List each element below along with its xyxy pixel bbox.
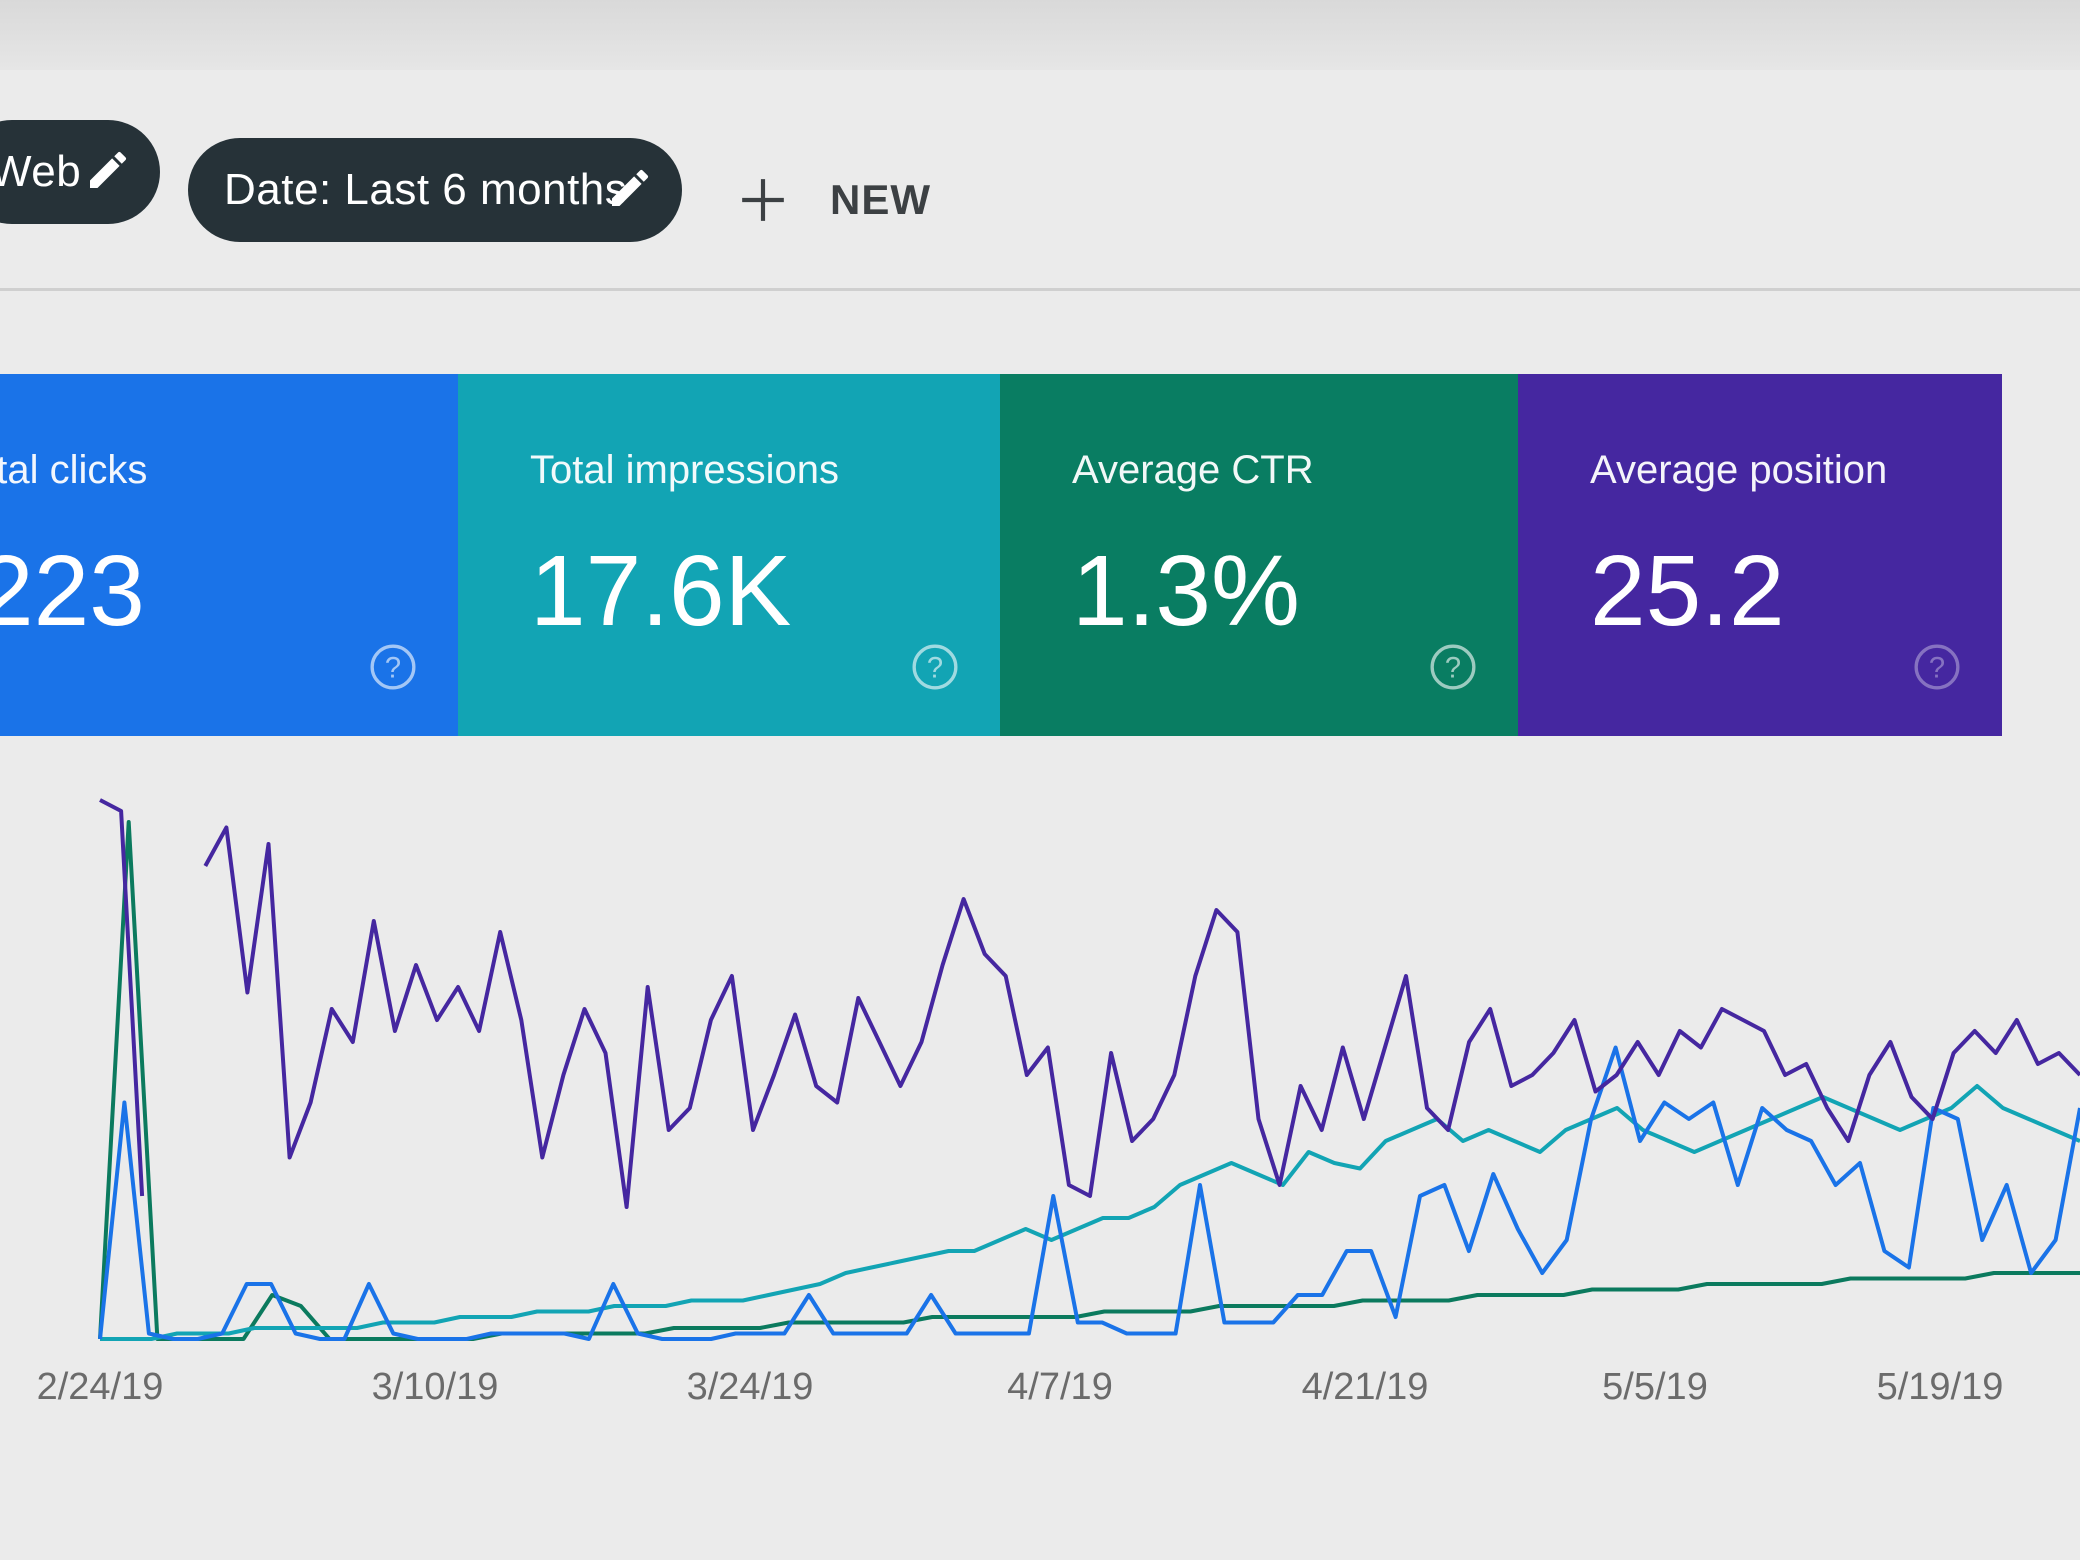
metric-card-total-impressions[interactable]: Total impressions 17.6K ?: [458, 374, 1000, 736]
performance-chart: 2/24/19 3/10/19 3/24/19 4/7/19 4/21/19 5/5/19…: [0, 760, 2080, 1520]
metric-cards: otal clicks 223 ? Total impressions 17.6…: [0, 374, 2002, 736]
series-line-2: [100, 1084, 2080, 1341]
date-chip-label: Date: Last 6 months: [224, 165, 628, 214]
metric-value: 1.3%: [1072, 535, 1300, 647]
metric-card-average-ctr[interactable]: Average CTR 1.3% ?: [1000, 374, 1518, 736]
metric-card-total-clicks[interactable]: otal clicks 223 ?: [0, 374, 458, 736]
question-circle-icon[interactable]: ?: [910, 642, 960, 692]
date-filter-chip[interactable]: Date: Last 6 months: [188, 138, 682, 242]
metric-label: Average position: [1590, 448, 1888, 492]
metric-label: Average CTR: [1072, 448, 1314, 492]
metric-label: otal clicks: [0, 448, 148, 492]
metric-value: 17.6K: [530, 535, 792, 647]
x-tick-label: 2/24/19: [36, 1366, 164, 1408]
new-filter-button[interactable]: NEW: [738, 160, 931, 240]
x-tick-label: 4/21/19: [1301, 1366, 1429, 1408]
x-tick-label: 3/24/19: [686, 1366, 814, 1408]
metric-card-average-position[interactable]: Average position 25.2 ?: [1518, 374, 2002, 736]
svg-text:?: ?: [1445, 652, 1461, 684]
filter-toolbar: Web Date: Last 6 months NEW: [0, 110, 2080, 250]
x-tick-label: 5/5/19: [1602, 1366, 1708, 1408]
search-type-filter-chip[interactable]: Web: [0, 120, 160, 224]
svg-text:?: ?: [385, 652, 401, 684]
search-type-chip-label: Web: [0, 147, 82, 196]
new-button-label: NEW: [830, 176, 931, 223]
series-line-0: [99, 798, 2080, 1209]
svg-text:?: ?: [927, 652, 943, 684]
screen-bezel-top: [0, 0, 2080, 70]
performance-line-chart: [98, 798, 2080, 1341]
metric-value: 25.2: [1590, 535, 1785, 647]
question-circle-icon[interactable]: ?: [368, 642, 418, 692]
series-line-1: [98, 1045, 2080, 1341]
question-circle-icon[interactable]: ?: [1428, 642, 1478, 692]
series-line-3: [98, 820, 2080, 1341]
x-tick-label: 4/7/19: [1007, 1366, 1113, 1408]
question-circle-icon[interactable]: ?: [1912, 642, 1962, 692]
metric-value: 223: [0, 535, 145, 647]
x-tick-label: 5/19/19: [1876, 1366, 2004, 1408]
plus-icon: [742, 179, 784, 221]
pencil-icon[interactable]: [84, 146, 132, 194]
metric-label: Total impressions: [530, 448, 840, 492]
toolbar-divider: [0, 288, 2080, 291]
pencil-icon[interactable]: [606, 164, 654, 212]
x-tick-label: 3/10/19: [371, 1366, 499, 1408]
svg-text:?: ?: [1929, 652, 1945, 684]
